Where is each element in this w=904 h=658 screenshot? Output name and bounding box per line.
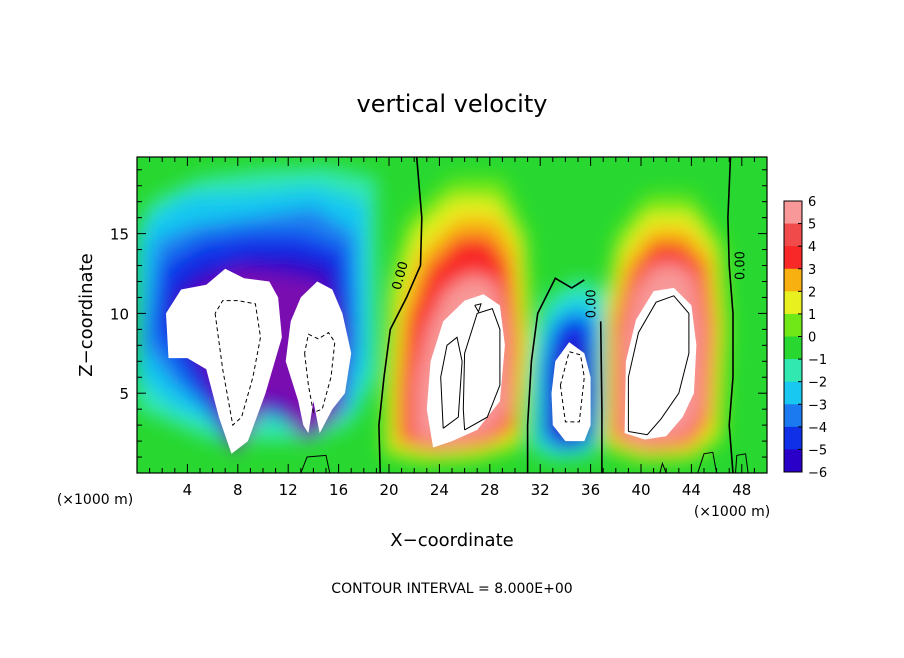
colorbar-tick-label: 0 bbox=[808, 331, 816, 346]
colorbar-tick-label: 5 bbox=[808, 218, 816, 233]
x-tick-label: 44 bbox=[682, 481, 701, 499]
colorbar-tick-label: 6 bbox=[808, 195, 816, 210]
zero-contour-left bbox=[378, 157, 423, 473]
contour-left-updraft-outer bbox=[462, 307, 501, 431]
y-tick-label: 5 bbox=[119, 385, 129, 403]
contour-left-updraft-small bbox=[474, 303, 482, 314]
colorbar-tick-label: 4 bbox=[808, 240, 816, 255]
contour-bottom-right-b bbox=[697, 451, 718, 473]
zero-contour-label-2: 0.00 bbox=[733, 251, 748, 280]
colorbar-segment bbox=[784, 404, 802, 428]
contour-left-updraft-inner bbox=[440, 336, 463, 429]
contour-left-down-b bbox=[304, 331, 336, 414]
x-tick-label: 8 bbox=[233, 481, 243, 499]
x-axis-unit-left: (×1000 m) bbox=[57, 492, 133, 508]
contour-left-down-a bbox=[214, 300, 262, 427]
colorbar-segment bbox=[784, 381, 802, 405]
contour-right-updraft bbox=[627, 295, 690, 436]
y-axis: 5 10 15 bbox=[110, 169, 767, 458]
colorbar-segment bbox=[784, 268, 802, 292]
plot-area: 0.00 0.00 0.00 bbox=[137, 157, 767, 473]
contour-bottom-right-a bbox=[659, 461, 667, 473]
zero-contour-middle-a bbox=[526, 277, 585, 473]
x-tick-label: 28 bbox=[480, 481, 499, 499]
x-tick-label: 48 bbox=[732, 481, 751, 499]
colorbar-tick-label: 3 bbox=[808, 263, 816, 278]
x-axis: 4 8 12 16 20 24 28 32 36 40 44 48 bbox=[149, 157, 755, 499]
colorbar-segment bbox=[784, 426, 802, 450]
zero-contour-right bbox=[727, 157, 734, 473]
colorbar-tick-label: −1 bbox=[808, 353, 827, 368]
y-tick-label: 10 bbox=[110, 305, 129, 323]
x-tick-label: 40 bbox=[631, 481, 650, 499]
zero-contour-label-1: 0.00 bbox=[585, 289, 600, 318]
y-tick-label: 15 bbox=[110, 226, 129, 244]
colorbar-segment bbox=[784, 223, 802, 247]
x-tick-label: 20 bbox=[379, 481, 398, 499]
colorbar-tick-label: 1 bbox=[808, 308, 816, 323]
colorbar-segment bbox=[784, 449, 802, 473]
x-tick-label: 32 bbox=[531, 481, 550, 499]
left-updraft-core bbox=[426, 294, 505, 448]
x-axis-label: X−coordinate bbox=[390, 530, 513, 551]
colorbar-segment bbox=[784, 246, 802, 270]
colorbar-segment bbox=[784, 201, 802, 225]
x-tick-label: 36 bbox=[581, 481, 600, 499]
contour-bottom-left bbox=[300, 454, 331, 473]
chart-title: vertical velocity bbox=[357, 90, 548, 118]
colorbar-tick-label: −4 bbox=[808, 421, 827, 436]
left-downdraft-core-b bbox=[285, 281, 352, 434]
x-tick-label: 4 bbox=[183, 481, 193, 499]
zero-contour-middle-b bbox=[599, 321, 603, 473]
colorbar-segment bbox=[784, 359, 802, 383]
colorbar-tick-label: −3 bbox=[808, 398, 827, 413]
colorbar-tick-label: −2 bbox=[808, 376, 827, 391]
contour-bottom-right-c bbox=[735, 453, 749, 473]
middle-downdraft-core bbox=[551, 342, 591, 442]
colorbar: 6 5 4 3 2 1 0 −1 −2 −3 −4 −5 −6 bbox=[783, 195, 827, 481]
x-tick-label: 12 bbox=[279, 481, 298, 499]
contour-interval-footer: CONTOUR INTERVAL = 8.000E+00 bbox=[331, 581, 572, 597]
x-axis-unit-right: (×1000 m) bbox=[694, 504, 770, 520]
colorbar-segment bbox=[784, 291, 802, 315]
x-tick-label: 24 bbox=[430, 481, 449, 499]
colorbar-tick-label: −6 bbox=[808, 466, 827, 481]
y-axis-label: Z−coordinate bbox=[76, 253, 97, 376]
zero-contour-label-0: 0.00 bbox=[390, 260, 412, 292]
contour-middle-down bbox=[559, 351, 585, 423]
x-tick-label: 16 bbox=[329, 481, 348, 499]
left-downdraft-core-a bbox=[166, 268, 282, 454]
colorbar-segment bbox=[784, 336, 802, 360]
colorbar-tick-label: 2 bbox=[808, 285, 816, 300]
colorbar-tick-label: −5 bbox=[808, 443, 827, 458]
colorbar-segment bbox=[784, 313, 802, 337]
